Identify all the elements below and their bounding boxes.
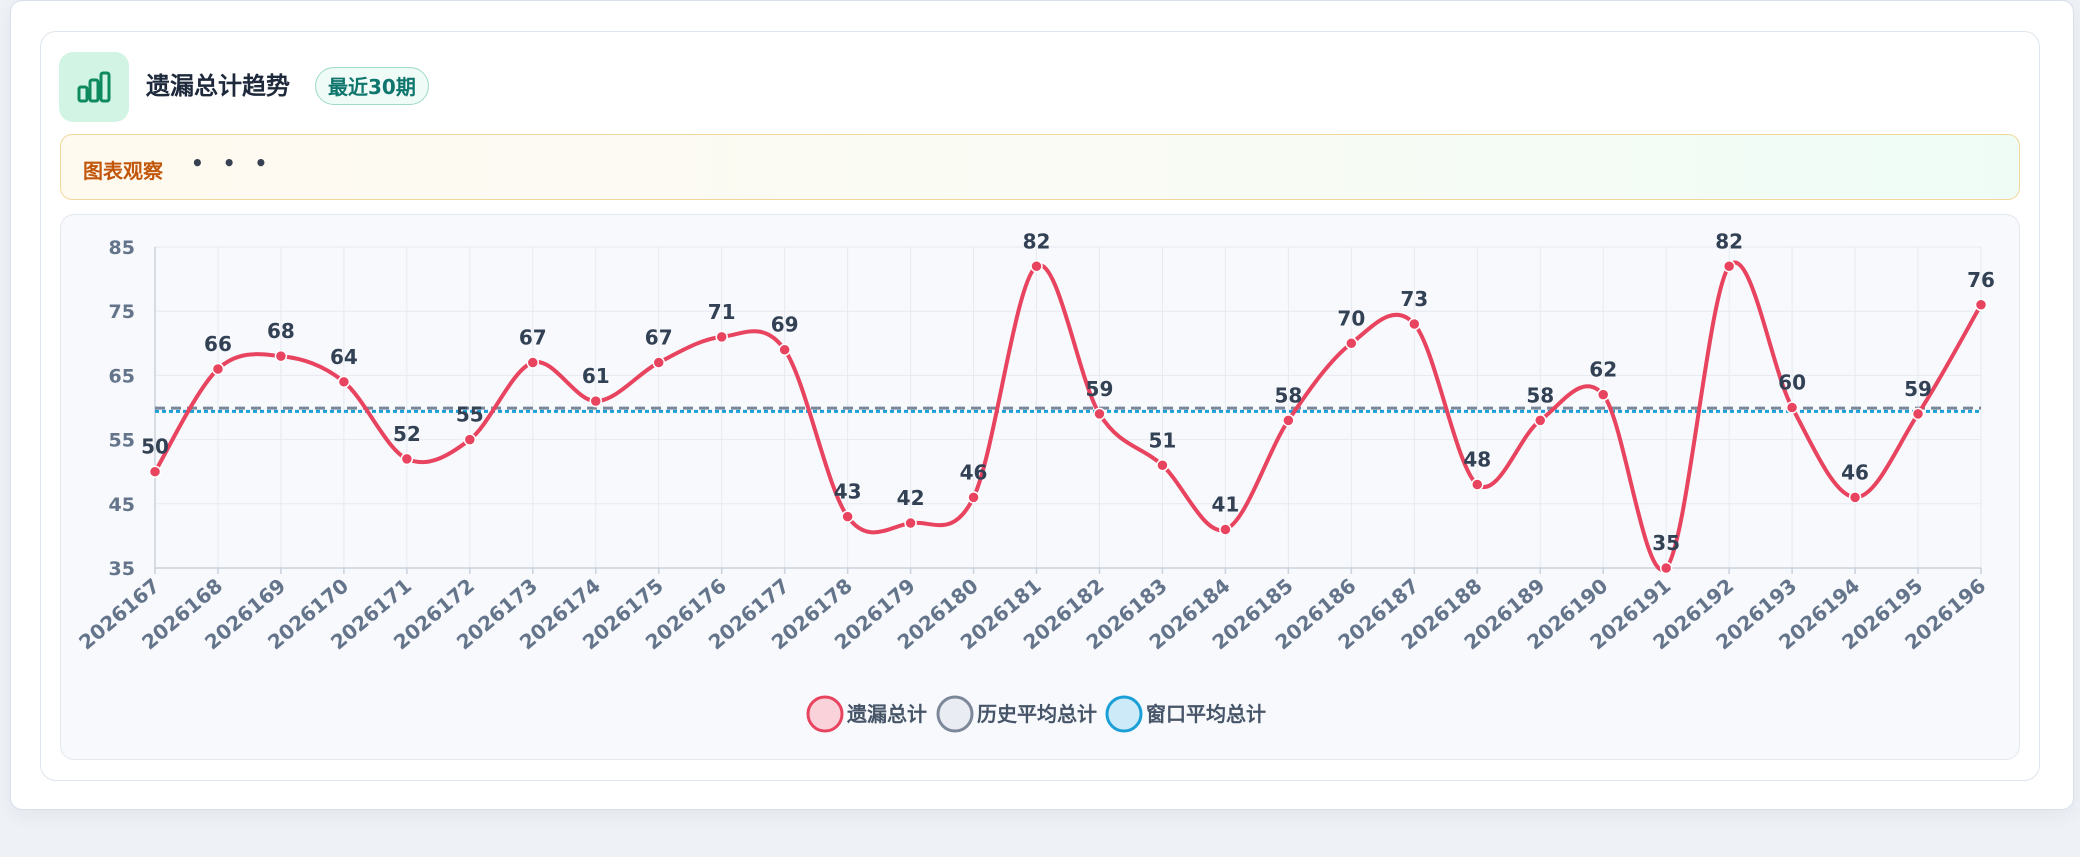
data-point[interactable] xyxy=(274,349,288,363)
legend-label-history[interactable]: 历史平均总计 xyxy=(977,702,1097,726)
data-label: 76 xyxy=(1967,268,1995,292)
data-point[interactable] xyxy=(1785,401,1799,414)
data-label: 46 xyxy=(1841,460,1869,484)
data-label: 52 xyxy=(393,422,421,446)
observation-label: 图表观察 xyxy=(83,159,163,183)
data-point[interactable] xyxy=(778,343,791,356)
data-label: 51 xyxy=(1149,428,1177,452)
data-label: 59 xyxy=(1086,377,1114,401)
data-point[interactable] xyxy=(1408,317,1421,331)
data-point[interactable] xyxy=(1030,260,1043,273)
data-label: 42 xyxy=(897,486,925,510)
data-label: 35 xyxy=(1652,531,1680,555)
data-point[interactable] xyxy=(1659,561,1673,575)
data-label: 71 xyxy=(708,300,736,324)
data-label: 59 xyxy=(1904,377,1932,401)
data-label: 58 xyxy=(1526,383,1554,407)
data-label: 55 xyxy=(456,403,484,427)
data-point[interactable] xyxy=(841,510,854,523)
data-label: 48 xyxy=(1463,448,1491,472)
data-label: 73 xyxy=(1400,287,1428,311)
data-label: 67 xyxy=(519,326,547,350)
chart-observation-panel[interactable]: 图表观察 • • • xyxy=(60,134,2020,200)
y-tick-label: 45 xyxy=(109,494,135,516)
data-label: 62 xyxy=(1589,358,1617,382)
data-label: 46 xyxy=(960,460,988,484)
data-label: 60 xyxy=(1778,371,1806,395)
series-line-遗漏总计 xyxy=(153,260,1983,572)
period-badge: 最近30期 xyxy=(315,67,429,105)
data-point[interactable] xyxy=(715,330,728,344)
y-tick-label: 85 xyxy=(109,237,135,259)
legend-label-series[interactable]: 遗漏总计 xyxy=(846,702,927,726)
data-label: 43 xyxy=(834,480,862,504)
data-point[interactable] xyxy=(1911,407,1925,421)
y-tick-label: 65 xyxy=(109,365,135,387)
data-point[interactable] xyxy=(148,465,162,478)
data-point[interactable] xyxy=(337,375,351,389)
data-point[interactable] xyxy=(1974,298,1988,312)
data-point[interactable] xyxy=(400,452,414,466)
legend-swatch-history[interactable] xyxy=(936,695,974,733)
data-point[interactable] xyxy=(526,356,540,369)
data-point[interactable] xyxy=(652,356,665,369)
data-label: 68 xyxy=(267,319,295,343)
data-point[interactable] xyxy=(1156,459,1169,472)
data-point[interactable] xyxy=(1282,414,1295,427)
data-point[interactable] xyxy=(904,516,917,530)
data-label: 50 xyxy=(141,435,169,459)
data-label: 58 xyxy=(1274,383,1302,407)
data-label: 67 xyxy=(645,326,673,350)
data-point[interactable] xyxy=(1596,388,1610,401)
data-point[interactable] xyxy=(1722,260,1736,273)
observation-more-icon[interactable]: • • • xyxy=(191,151,274,175)
data-label: 70 xyxy=(1337,306,1365,330)
data-point[interactable] xyxy=(1533,414,1547,427)
data-point[interactable] xyxy=(1219,523,1232,536)
legend-label-window[interactable]: 窗口平均总计 xyxy=(1146,702,1266,726)
y-tick-label: 55 xyxy=(109,430,135,452)
data-label: 82 xyxy=(1023,229,1051,253)
data-point[interactable] xyxy=(589,394,603,408)
line-chart: 3545556575852026167202616820261692026170… xyxy=(74,229,1995,733)
chart-area: 35 45 55 65 75 85 2026167 2026168 2026169 2026170… xyxy=(60,214,2020,760)
data-label: 64 xyxy=(330,345,358,369)
legend-swatch-window[interactable] xyxy=(1105,695,1143,733)
y-tick-label: 35 xyxy=(109,558,135,580)
chart-title: 遗漏总计趋势 xyxy=(146,72,290,100)
data-point[interactable] xyxy=(1471,478,1484,491)
data-label: 66 xyxy=(204,332,232,356)
data-label: 61 xyxy=(582,364,610,388)
data-point[interactable] xyxy=(1848,491,1862,504)
data-point[interactable] xyxy=(1093,407,1106,421)
data-label: 41 xyxy=(1211,492,1239,516)
data-point[interactable] xyxy=(967,491,980,504)
data-label: 69 xyxy=(771,313,799,337)
y-tick-label: 75 xyxy=(109,301,135,323)
data-point[interactable] xyxy=(1345,337,1358,350)
data-point[interactable] xyxy=(463,433,477,446)
data-point[interactable] xyxy=(211,362,225,376)
bar-chart-icon xyxy=(59,52,129,122)
data-label: 82 xyxy=(1715,229,1743,253)
legend-swatch-series[interactable] xyxy=(806,695,844,733)
